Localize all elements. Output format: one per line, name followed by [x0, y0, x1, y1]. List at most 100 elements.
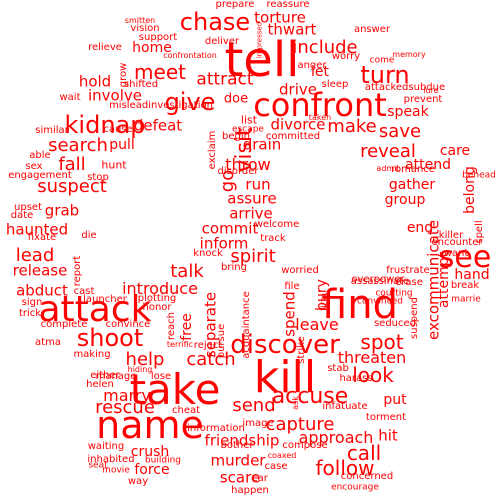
- word-commit: commit: [201, 219, 259, 238]
- word-name: name: [96, 403, 204, 447]
- word-crush: crush: [130, 444, 170, 460]
- word-convince: convince: [105, 319, 151, 330]
- word-welcome: welcome: [254, 219, 300, 230]
- word-approach: approach: [298, 428, 374, 447]
- word-hit: hit: [378, 426, 398, 445]
- word-suspect: suspect: [37, 176, 107, 197]
- word-call: call: [346, 441, 382, 465]
- word-assure: assure: [227, 189, 277, 208]
- word-happen: happen: [231, 485, 269, 496]
- word-pull: pull: [109, 137, 135, 153]
- word-attack: attack: [38, 289, 152, 330]
- word-cause: cause: [103, 124, 133, 135]
- word-building: building: [144, 455, 182, 466]
- word-rescue: rescue: [95, 397, 155, 418]
- word-take: take: [129, 365, 221, 414]
- word-spirit: spirit: [230, 246, 276, 267]
- word-sex: sex: [25, 161, 43, 172]
- word-killer: killer: [438, 230, 464, 241]
- word-relieve: relieve: [88, 42, 122, 53]
- word-report: report: [72, 255, 83, 287]
- word-want: want: [443, 248, 469, 259]
- word-seduced: seduced: [373, 318, 417, 329]
- word-strike: strike: [296, 336, 307, 364]
- word-assassinate: assassinate: [350, 276, 410, 287]
- word-turn: turn: [360, 61, 410, 89]
- word-help: help: [125, 349, 165, 370]
- word-murder: murder: [210, 451, 266, 470]
- word-answer: answer: [353, 24, 391, 35]
- word-chase: chase: [179, 8, 251, 36]
- word-admit: admit: [376, 164, 400, 173]
- word-introduce: introduce: [122, 279, 198, 298]
- word-reject: reject: [193, 340, 223, 351]
- word-attend: attend: [405, 157, 451, 173]
- word-ask: ask: [291, 396, 300, 410]
- word-confront: confront: [253, 86, 387, 124]
- word-torture: torture: [254, 8, 306, 27]
- word-worried: worried: [281, 265, 319, 276]
- word-stab: stab: [327, 363, 349, 374]
- word-case: case: [264, 461, 288, 472]
- word-convinced: convinced: [357, 296, 403, 307]
- word-end: end: [406, 220, 434, 236]
- word-cast: cast: [73, 286, 95, 297]
- word-taken: taken: [308, 113, 332, 122]
- word-list: list: [240, 113, 258, 127]
- word-capture: capture: [265, 414, 335, 435]
- word-escape: escape: [232, 124, 264, 135]
- word-search: search: [48, 135, 108, 156]
- word-sign: sign: [21, 297, 43, 308]
- word-upset: upset: [14, 202, 42, 213]
- word-exclaim: exclaim: [207, 130, 218, 170]
- word-spot: spot: [360, 330, 404, 354]
- word-car: car: [252, 473, 268, 484]
- word-movie: movie: [102, 465, 130, 476]
- word-begin: begin: [222, 131, 250, 142]
- word-run: run: [245, 175, 271, 194]
- word-concerned: concerned: [340, 471, 394, 482]
- word-torment: torment: [365, 412, 407, 423]
- word-shifted: shifted: [123, 79, 159, 90]
- word-care: care: [439, 143, 471, 159]
- word-making: making: [73, 349, 111, 360]
- word-haunted: haunted: [5, 220, 69, 239]
- word-kidnap: kidnap: [64, 111, 146, 139]
- word-give: give: [164, 88, 216, 116]
- word-date: date: [10, 210, 34, 221]
- word-committed: committed: [265, 131, 321, 142]
- word-fall: fall: [58, 154, 86, 175]
- word-coaxed: coaxed: [267, 451, 297, 460]
- word-able: able: [29, 150, 51, 161]
- word-knock: knock: [193, 248, 223, 259]
- word-kill: kill: [253, 352, 317, 403]
- word-hold: hold: [78, 72, 112, 91]
- word-memory: memory: [392, 50, 426, 59]
- word-inhabited: inhabited: [87, 454, 135, 465]
- word-reach: reach: [166, 311, 177, 341]
- word-let: let: [311, 64, 329, 80]
- word-helen: helen: [86, 379, 114, 390]
- word-prevent: prevent: [403, 94, 443, 105]
- word-way: way: [127, 476, 149, 487]
- word-erase: erase: [395, 277, 423, 288]
- word-track: track: [260, 233, 286, 244]
- word-suspend: suspend: [409, 297, 420, 339]
- word-abduct: abduct: [16, 281, 68, 300]
- word-make: make: [327, 116, 377, 137]
- word-attackedsubdue: attackedsubdue: [364, 82, 446, 93]
- word-courting: courting: [375, 288, 413, 299]
- word-break: break: [450, 280, 480, 291]
- word-complete: complete: [40, 319, 88, 330]
- word-inform: inform: [199, 234, 249, 253]
- word-compose: compose: [282, 440, 328, 451]
- word-discover: discover: [230, 330, 340, 360]
- word-arrive: arrive: [229, 204, 273, 223]
- word-wait: wait: [59, 92, 81, 103]
- word-send: send: [232, 395, 276, 416]
- word-lead: lead: [15, 245, 55, 266]
- word-doe: doe: [223, 91, 249, 107]
- word-trick: trick: [18, 308, 42, 319]
- word-divorce: divorce: [270, 115, 326, 134]
